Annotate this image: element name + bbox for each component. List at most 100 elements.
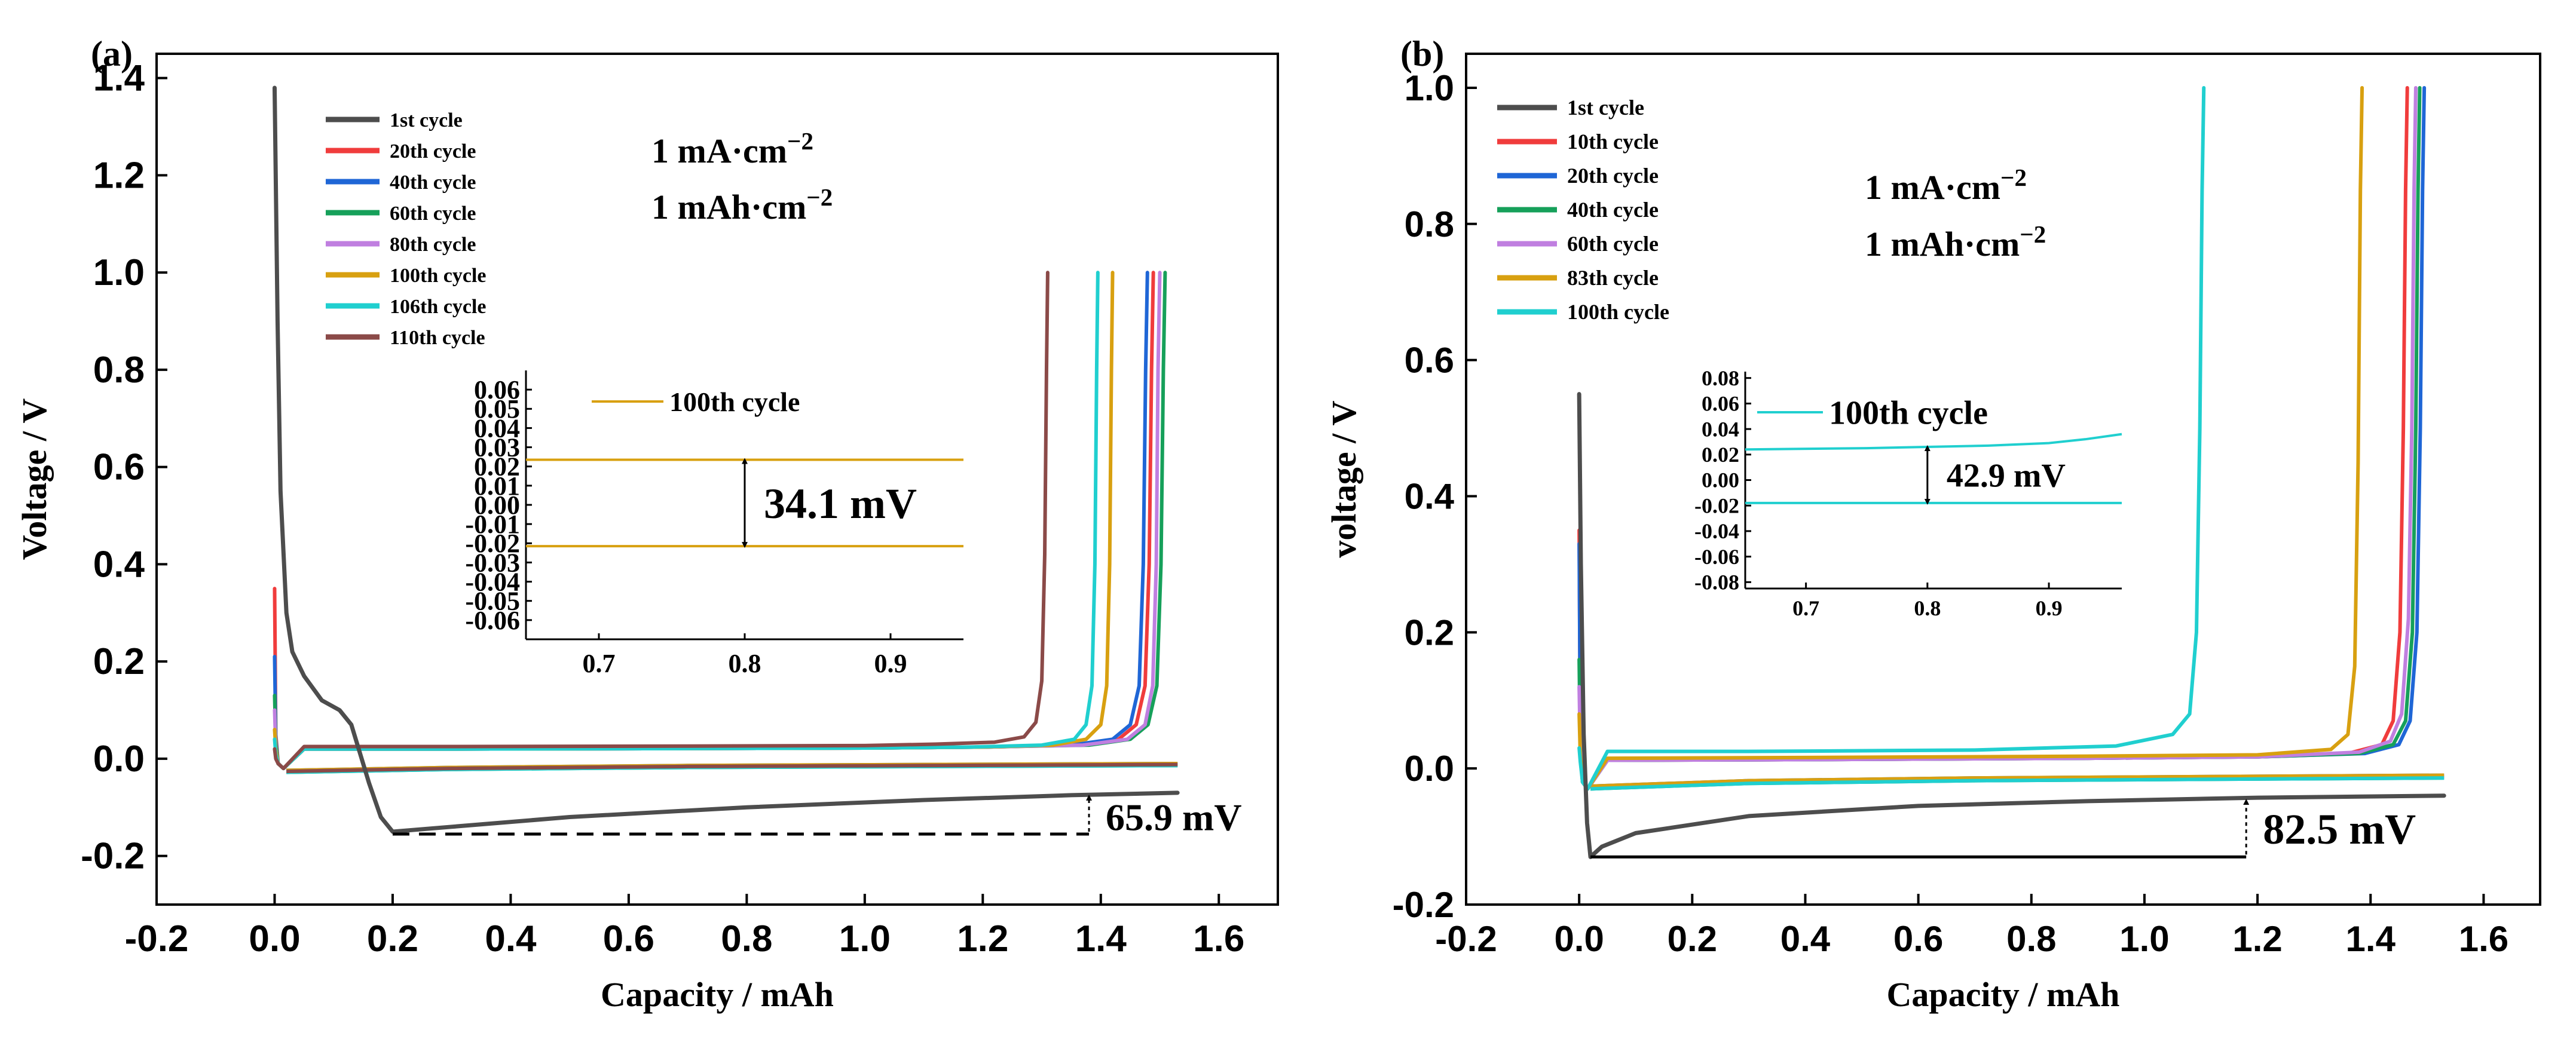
legend-label: 20th cycle: [390, 140, 476, 163]
legend-label: 40th cycle: [1567, 198, 1659, 222]
x-tick-label: 0.0: [249, 918, 300, 960]
inset-y-tick-label: -0.04: [1694, 519, 1739, 543]
series-line: [273, 271, 1050, 771]
y-tick-label: 0.0: [93, 738, 145, 780]
panel-label: (a): [91, 34, 133, 73]
legend-label: 83th cycle: [1567, 266, 1659, 290]
series-line: [1577, 85, 2206, 791]
hysteresis-label: 65.9 mV: [1106, 796, 1242, 838]
condition-exponent: −2: [806, 183, 833, 211]
panel-a: (a) -0.2 0.0 0.2 0.4 0.6 0.8 1.0 1.2 1.4 1.6 -0.2 0.…: [15, 34, 1279, 1014]
legend-label: 60th cycle: [1567, 232, 1659, 256]
inset-x-tick-label: 0.9: [874, 649, 907, 678]
x-tick-label: 1.2: [957, 918, 1008, 960]
x-tick-label: 0.2: [367, 918, 418, 960]
legend-label: 100th cycle: [390, 265, 486, 287]
inset-legend-label: 100th cycle: [1829, 395, 1988, 432]
legend-label: 20th cycle: [1567, 164, 1659, 188]
condition-text: 1 mA·cm−2: [1865, 164, 2027, 207]
y-tick-label: -0.2: [1393, 885, 1454, 925]
inset-y-tick-label: -0.06: [1694, 545, 1739, 569]
y-tick-label: 0.2: [1405, 612, 1454, 652]
x-tick-label: 1.0: [839, 918, 891, 960]
inset-y-tick-label: -0.02: [465, 529, 520, 558]
inset-y-tick-label: 0.04: [474, 413, 520, 443]
condition-base: 1 mAh·cm: [1865, 225, 2020, 263]
legend-label: 40th cycle: [390, 171, 476, 194]
inset-y-tick-label: -0.01: [465, 510, 520, 539]
inset-x-tick-label: 0.8: [1914, 596, 1941, 620]
condition-text: 1 mAh·cm−2: [1865, 220, 2046, 263]
x-axis-title: Capacity / mAh: [601, 975, 834, 1014]
condition-base: 1 mA·cm: [1865, 168, 2000, 207]
x-tick-label: 0.4: [1780, 919, 1831, 959]
condition-base: 1 mAh·cm: [651, 188, 806, 226]
inset-y-tick-label: -0.08: [1694, 571, 1739, 594]
x-tick-label: 1.2: [2232, 919, 2282, 959]
inset-x-tick-label: 0.7: [583, 649, 616, 678]
panel-label: (b): [1400, 34, 1444, 73]
x-tick-label: -0.2: [1435, 919, 1497, 959]
inset-legend-label: 100th cycle: [669, 387, 800, 417]
x-axis-title: Capacity / mAh: [1887, 975, 2120, 1014]
series-return-line: [286, 762, 1178, 774]
legend-label: 106th cycle: [390, 296, 486, 318]
legend-label: 1st cycle: [390, 109, 463, 131]
x-tick-label: 1.6: [1193, 918, 1244, 960]
inset-y-tick-label: 0.00: [1702, 468, 1739, 492]
legend-label: 1st cycle: [1567, 96, 1644, 119]
x-tick-label: 1.0: [2119, 919, 2169, 959]
x-tick-label: 1.4: [2346, 919, 2396, 959]
inset-y-tick-label: 0.02: [474, 452, 520, 482]
inset-annotation: 34.1 mV: [764, 480, 917, 528]
series-line: [1577, 392, 2446, 859]
inset-y-tick-label: 0.08: [1702, 366, 1739, 390]
x-tick-label: 0.6: [603, 918, 654, 960]
inset-y-tick-label: 0.03: [474, 433, 520, 462]
x-tick-label: 0.6: [1893, 919, 1943, 959]
inset-y-tick-label: 0.06: [474, 375, 520, 404]
condition-exponent: −2: [787, 127, 813, 155]
legend-label: 60th cycle: [390, 203, 476, 225]
x-tick-label: 0.8: [721, 918, 772, 960]
inset-y-tick-label: 0.05: [474, 394, 520, 424]
y-tick-label: 0.0: [1405, 749, 1454, 789]
condition-base: 1 mA·cm: [651, 131, 787, 170]
legend-label: 10th cycle: [1567, 130, 1659, 154]
inset-x-tick-label: 0.7: [1792, 596, 1819, 620]
series-line: [272, 85, 1180, 834]
inset-background: [1745, 372, 2122, 589]
y-tick-label: 0.4: [1405, 476, 1455, 516]
inset-y-tick-label: -0.04: [465, 568, 520, 597]
inset-upper-line: [1745, 433, 2122, 451]
x-tick-label: 0.0: [1554, 919, 1604, 959]
inset-y-tick-label: 0.00: [474, 491, 520, 520]
condition-exponent: −2: [2000, 164, 2027, 191]
condition-text: 1 mAh·cm−2: [651, 183, 833, 226]
y-tick-label: 0.6: [1405, 341, 1454, 381]
y-tick-label: 1.2: [93, 155, 145, 196]
x-tick-label: 0.2: [1668, 919, 1717, 959]
series-return-line: [1590, 773, 2445, 788]
x-tick-label: 0.8: [2006, 919, 2056, 959]
y-tick-label: 0.8: [93, 350, 145, 391]
legend-label: 110th cycle: [390, 327, 485, 349]
y-tick-label: -0.2: [81, 836, 145, 877]
panel-b: (b) -0.2 0.0 0.2 0.4 0.6 0.8 1.0 1.2 1.4 1.6 -0.2 0.…: [1324, 34, 2541, 1014]
legend-label: 100th cycle: [1567, 300, 1669, 324]
plot-frame: [1465, 53, 2541, 906]
inset-x-tick-label: 0.8: [729, 649, 761, 678]
plot-frame: [155, 53, 1279, 906]
inset-y-tick-label: 0.01: [474, 471, 520, 501]
inset-y-tick-label: 0.04: [1702, 417, 1739, 441]
inset-y-tick-label: 0.06: [1702, 392, 1739, 416]
hysteresis-label: 82.5 mV: [2263, 805, 2416, 853]
y-tick-label: 1.0: [1405, 68, 1454, 108]
y-axis-title: voltage / V: [1324, 400, 1363, 557]
y-tick-label: 0.8: [1405, 204, 1454, 244]
x-tick-label: -0.2: [125, 918, 189, 960]
inset-y-tick-label: -0.05: [465, 587, 520, 616]
y-axis-title: Voltage / V: [15, 399, 54, 560]
y-tick-label: 0.2: [93, 641, 145, 682]
